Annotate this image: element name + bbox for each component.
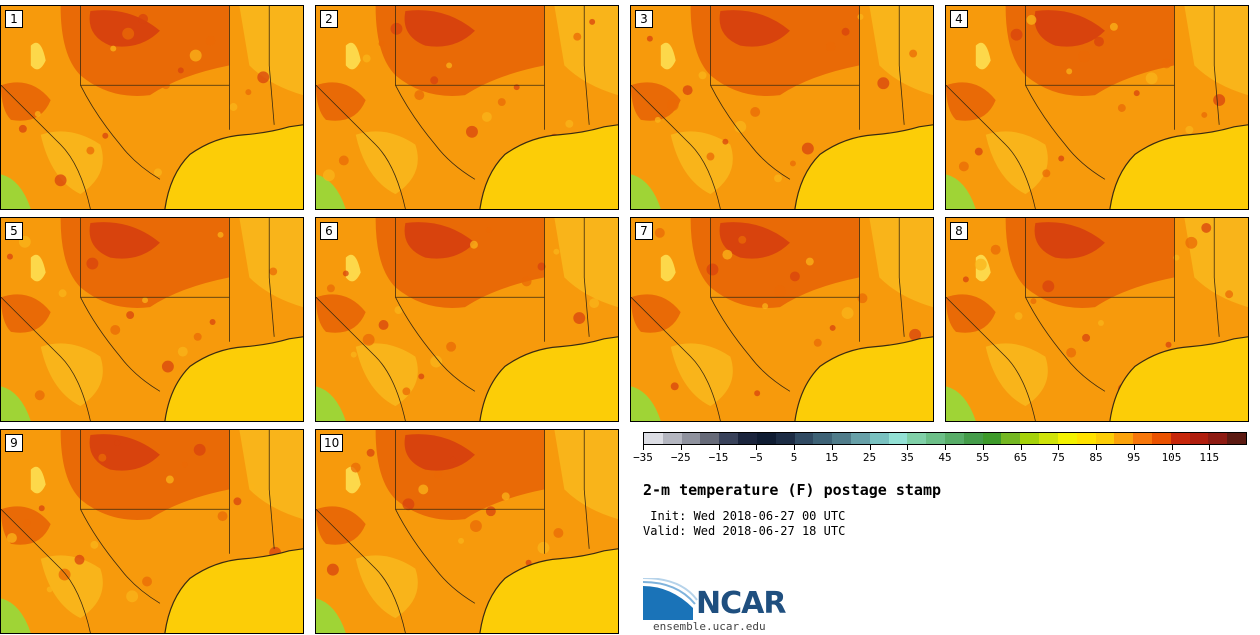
postage-stamp-map: 9 (0, 429, 304, 634)
colorbar-tick-label: 45 (938, 451, 952, 464)
colorbar-tick-label: 25 (862, 451, 877, 464)
postage-stamp-map: 10 (315, 429, 619, 634)
colorbar-segment (963, 433, 983, 444)
colorbar-segment (644, 433, 663, 444)
colorbar-segment (681, 433, 701, 444)
colorbar-tick (1020, 445, 1022, 450)
colorbar-segment (719, 433, 739, 444)
postage-stamp-map: 5 (0, 217, 304, 422)
colorbar-segment (756, 433, 776, 444)
colorbar-segment (794, 433, 814, 444)
colorbar-tick (869, 445, 871, 450)
colorbar-ticks: −35 −25 −15 −5 5 15 25 35 45 55 65 75 85 95 105 115 (633, 445, 1247, 469)
colorbar-segment (775, 433, 795, 444)
colorbar-tick-label: 95 (1127, 451, 1141, 464)
colorbar-tick (643, 445, 644, 450)
colorbar-tick-label: −5 (749, 451, 763, 464)
colorbar-tick-label: 75 (1051, 451, 1065, 464)
stamp-member-label: 2 (320, 10, 338, 28)
temperature-colorbar (643, 432, 1247, 445)
colorbar-segment (1208, 433, 1228, 444)
valid-time: Valid: Wed 2018-06-27 18 UTC (643, 524, 846, 538)
stamp-member-label: 10 (320, 434, 344, 452)
colorbar-segment (738, 433, 757, 444)
colorbar-tick-label: 85 (1089, 451, 1103, 464)
colorbar-tick (831, 445, 833, 450)
stamp-member-label: 5 (5, 222, 23, 240)
postage-stamp-map: 2 (315, 5, 619, 210)
colorbar-segment (813, 433, 833, 444)
colorbar-tick-label: −15 (708, 451, 729, 464)
colorbar-segment (945, 433, 964, 444)
figure-title: 2-m temperature (F) postage stamp (643, 481, 942, 499)
stamp-member-label: 6 (320, 222, 338, 240)
colorbar-segment (1114, 433, 1134, 444)
colorbar-segment (1001, 433, 1021, 444)
colorbar-tick-label: 115 (1199, 451, 1220, 464)
logo-name: NCAR (696, 586, 786, 621)
colorbar-tick (1058, 445, 1060, 450)
stamp-member-label: 4 (950, 10, 968, 28)
postage-stamp-map: 1 (0, 5, 304, 210)
stamp-member-label: 1 (5, 10, 23, 28)
colorbar-tick (718, 445, 720, 450)
postage-stamp-map: 8 (945, 217, 1249, 422)
colorbar-tick-label: 35 (900, 451, 914, 464)
postage-stamp-map: 4 (945, 5, 1249, 210)
colorbar-segment (982, 433, 1002, 444)
colorbar-tick (1209, 445, 1211, 450)
colorbar-tick-label: 65 (1013, 451, 1028, 464)
colorbar-segment (1133, 433, 1152, 444)
colorbar-segment (1151, 433, 1171, 444)
colorbar-segment (869, 433, 889, 444)
stamp-member-label: 3 (635, 10, 653, 28)
colorbar-segment (1057, 433, 1077, 444)
colorbar-segment (662, 433, 682, 444)
colorbar-segment (1039, 433, 1058, 444)
colorbar-segment (1227, 433, 1246, 444)
colorbar-tick (756, 445, 758, 450)
colorbar-segment (1095, 433, 1115, 444)
colorbar-segment (1189, 433, 1209, 444)
stamp-member-label: 8 (950, 222, 968, 240)
colorbar-segment (907, 433, 927, 444)
colorbar-segment (1076, 433, 1096, 444)
postage-stamp-map: 6 (315, 217, 619, 422)
colorbar-segment (832, 433, 851, 444)
colorbar-tick (982, 445, 984, 450)
colorbar-tick-label: −35 (633, 451, 653, 464)
postage-stamp-map: 7 (630, 217, 934, 422)
colorbar-tick-label: −25 (670, 451, 691, 464)
colorbar-tick (1096, 445, 1097, 450)
colorbar-tick-label: 55 (976, 451, 990, 464)
colorbar-tick (945, 445, 946, 450)
colorbar-tick-label: 105 (1161, 451, 1182, 464)
colorbar-tick (794, 445, 795, 450)
colorbar-segment (1170, 433, 1190, 444)
colorbar-segment (700, 433, 720, 444)
colorbar-segment (888, 433, 908, 444)
colorbar-tick (1133, 445, 1135, 450)
colorbar-tick-label: 15 (825, 451, 839, 464)
colorbar-tick-label: 5 (790, 451, 798, 464)
logo-url: ensemble.ucar.edu (653, 620, 766, 633)
stamp-member-label: 9 (5, 434, 23, 452)
colorbar-segment (926, 433, 945, 444)
colorbar-tick (680, 445, 682, 450)
colorbar-tick (1171, 445, 1173, 450)
colorbar-segment (850, 433, 870, 444)
colorbar-segment (1020, 433, 1040, 444)
colorbar-tick (907, 445, 909, 450)
postage-stamp-map: 3 (630, 5, 934, 210)
ncar-logo-icon (643, 578, 698, 620)
init-time: Init: Wed 2018-06-27 00 UTC (643, 509, 846, 523)
stamp-member-label: 7 (635, 222, 653, 240)
